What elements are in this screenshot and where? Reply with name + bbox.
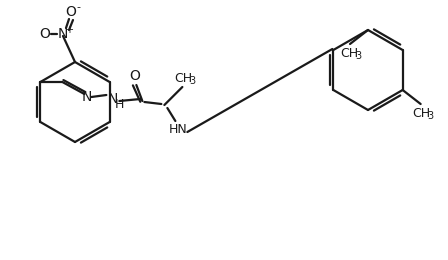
Text: CH: CH (174, 72, 193, 84)
Text: O: O (129, 69, 140, 83)
Text: -: - (76, 2, 80, 12)
Text: CH: CH (340, 47, 358, 60)
Text: N: N (81, 90, 91, 104)
Text: 3: 3 (427, 111, 434, 121)
Text: CH: CH (413, 107, 431, 120)
Text: HN: HN (169, 122, 188, 135)
Text: 3: 3 (190, 76, 195, 86)
Text: N: N (107, 92, 117, 106)
Text: O: O (39, 27, 51, 41)
Text: O: O (65, 5, 77, 19)
Text: N: N (58, 27, 68, 41)
Text: H: H (115, 98, 124, 110)
Text: 3: 3 (355, 51, 361, 61)
Text: +: + (65, 25, 73, 35)
